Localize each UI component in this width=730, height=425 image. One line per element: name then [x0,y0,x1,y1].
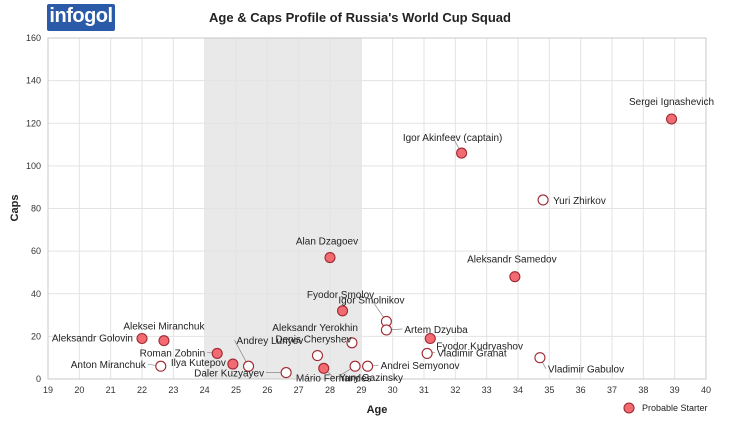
data-point [227,358,239,370]
legend-marker [623,402,635,414]
x-tick-label: 38 [638,385,648,395]
y-tick-label: 120 [26,118,41,128]
x-tick-label: 31 [419,385,429,395]
point-label: Fyodor Kudryashov [436,342,523,353]
x-tick-label: 19 [43,385,53,395]
chart-title: Age & Caps Profile of Russia's World Cup… [209,10,511,25]
data-point [456,147,468,159]
x-tick-label: 20 [74,385,84,395]
x-tick-label: 28 [325,385,335,395]
data-point [155,360,167,372]
point-label: Anton Miranchuk [71,360,147,371]
data-point [349,360,361,372]
data-point [509,271,521,283]
data-point [242,360,255,372]
data-point [318,362,330,374]
y-tick-label: 0 [36,374,41,384]
point-label: Alan Dzagoev [296,237,358,248]
x-tick-label: 37 [607,385,617,395]
data-point [211,347,223,359]
point-label: Igor Akinfeev (captain) [403,133,503,144]
point-label: Ilya Kutepov [171,358,226,369]
point-label: Aleksandr Samedov [467,255,557,266]
point-label: Andrey Lunyov [237,336,304,347]
legend-label: Probable Starter [642,403,708,413]
x-tick-label: 29 [356,385,366,395]
point-label: Yury Gazinsky [339,373,403,384]
x-tick-label: 40 [701,385,711,395]
y-tick-label: 20 [31,331,41,341]
legend: Probable Starter [623,402,708,414]
point-label: Aleksandr Golovin [52,334,133,345]
x-ticks: 19 20 21 22 23 24 25 26 27 28 29 30 31 32 33 34 35 36 37 38… [43,385,711,395]
point-label: Igor Smolnikov [338,295,404,306]
data-point [534,352,546,364]
y-tick-label: 140 [26,76,41,86]
data-point [324,251,336,264]
point-label: Artem Dzyuba [404,325,468,336]
plot-frame [47,37,707,380]
point-label: Vladimir Gabulov [548,365,624,376]
x-tick-label: 27 [294,385,304,395]
x-tick-label: 21 [106,385,116,395]
data-point [665,113,678,125]
data-point [421,347,433,359]
x-tick-label: 22 [137,385,147,395]
x-axis-label: Age [367,404,388,416]
point-label: Daler Kuzyayev [194,369,264,380]
y-tick-label: 60 [31,246,41,256]
y-tick-label: 100 [26,161,41,171]
x-tick-label: 33 [482,385,492,395]
x-tick-label: 30 [388,385,398,395]
point-label: Aleksandr Yerokhin [272,323,358,334]
point-label: Denis Cheryshev [275,335,351,346]
data-point [136,332,148,345]
x-tick-label: 32 [450,385,460,395]
y-tick-label: 80 [31,204,41,214]
data-point [537,194,549,206]
y-tick-label: 40 [31,289,41,299]
point-label: Roman Zobnin [140,348,206,359]
x-tick-label: 23 [168,385,178,395]
data-point [280,367,292,379]
y-axis-label: Caps [9,195,21,222]
point-label: Yuri Zhirkov [553,196,606,207]
data-point [346,337,358,349]
data-point [336,305,349,317]
y-tick-label: 160 [26,33,41,43]
x-tick-label: 39 [670,385,680,395]
data-point [311,350,324,362]
infogol-logo: infogol [47,4,115,31]
x-tick-label: 25 [231,385,241,395]
data-point [158,335,170,347]
point-label: Fyodor Smolov [307,290,374,301]
point-label: Andrei Semyonov [381,361,460,372]
y-ticks: 0 20 40 60 80 100 120 140 160 [26,33,41,384]
x-tick-label: 26 [262,385,272,395]
point-label: Vladimir Granat [437,348,507,359]
x-tick-label: 24 [200,385,210,395]
data-point [362,360,374,372]
x-tick-label: 36 [576,385,586,395]
point-label: Aleksei Miranchuk [123,322,205,333]
logo-text: infogol [49,5,113,27]
x-tick-label: 35 [544,385,554,395]
data-point [380,324,392,336]
data-point [424,332,436,345]
point-labels: Sergei Ignashevich Igor Akinfeev (captain… [52,97,714,384]
point-label: Mário Fernandes [296,373,372,384]
x-tick-label: 34 [513,385,523,395]
point-label: Sergei Ignashevich [629,97,714,108]
points [136,113,678,379]
